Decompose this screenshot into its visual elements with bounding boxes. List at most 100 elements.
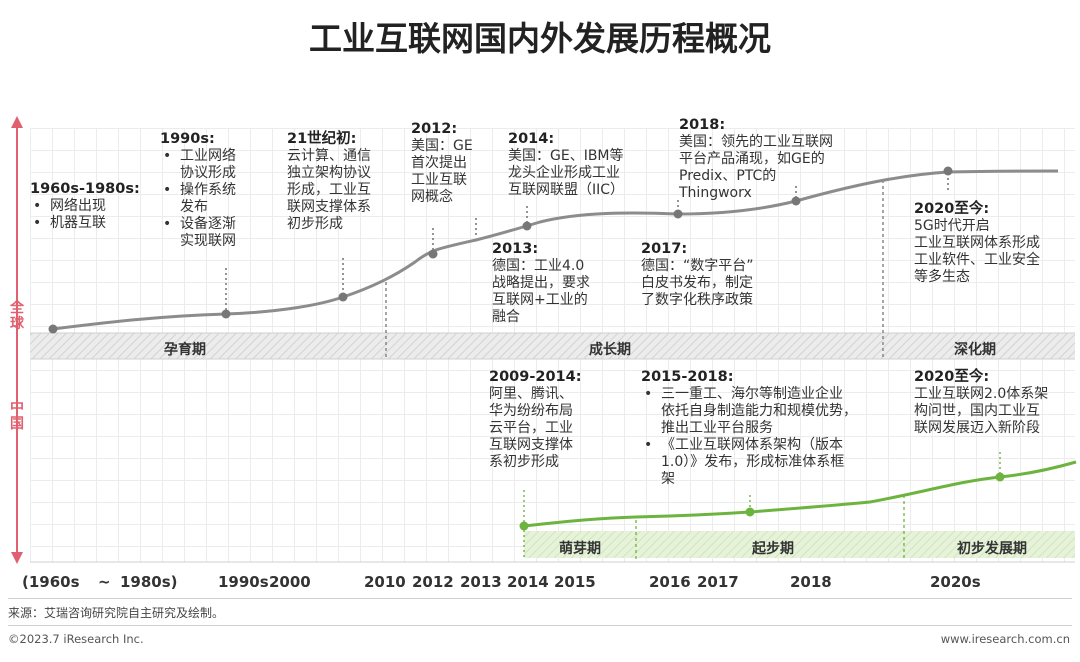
annotation-line: 协议形成 xyxy=(160,165,236,182)
annotation-heading: 2020至今: xyxy=(914,201,990,217)
annotation-line: 实现联网 xyxy=(160,233,236,250)
annotation-line: 美国：领先的工业互联网 xyxy=(679,134,833,150)
annotation-line-text: 实现联网 xyxy=(180,233,236,249)
x-axis-label: 2018 xyxy=(790,573,832,591)
global-band-bar xyxy=(30,333,1075,359)
annotation-line: 5G时代开启 xyxy=(914,218,990,234)
annotation-line: 云平台，工业 xyxy=(489,420,573,436)
annotation-line: 了数字化秩序政策 xyxy=(641,292,753,308)
copyright: ©2023.7 iResearch Inc. xyxy=(8,632,144,646)
annotation-bullet: 设备逐渐 xyxy=(160,216,236,233)
band-label-global-growth: 成长期 xyxy=(589,342,631,358)
annotation-bullet: 操作系统 xyxy=(160,182,236,199)
annotation-line: 互联网支撑体 xyxy=(489,437,573,453)
annotation-line: 战略提出，要求 xyxy=(492,275,590,291)
annotation-line: 依托自身制造能力和规模优势， xyxy=(641,403,857,420)
annotation-line: 互联网联盟（IIC） xyxy=(508,182,625,198)
annotation-line-text: 1.0）》发布，形成标准体系框 xyxy=(661,454,845,470)
annotation-heading: 2020至今: xyxy=(914,369,990,385)
x-axis-label: 2015 xyxy=(554,573,596,591)
annotation-bullet: 三一重工、海尔等制造业企业 xyxy=(641,386,857,403)
annotation-line: 互联网+工业的 xyxy=(492,292,588,308)
website-link[interactable]: www.iresearch.com.cn xyxy=(940,632,1070,646)
band-label-china-early-development: 初步发展期 xyxy=(957,541,1027,557)
annotation-line: 网概念 xyxy=(411,189,453,205)
annotation-line: 工业软件、工业安全 xyxy=(914,252,1040,268)
annotation-line: 构问世，国内工业互 xyxy=(914,403,1040,419)
x-axis-label: 2000 xyxy=(269,573,311,591)
annotation-china-2009-2014: 2009-2014: 阿里、腾讯、 华为纷纷布局 云平台，工业 互联网支撑体 系… xyxy=(489,369,582,471)
china-band-bar xyxy=(524,531,1075,558)
annotation-1990s: 1990s: 工业网络 协议形成 操作系统 发布 设备逐渐 实现联网 xyxy=(160,131,236,250)
x-axis-label: 2020s xyxy=(930,573,981,591)
annotation-line-text: 推出工业平台服务 xyxy=(661,420,773,436)
annotation-line: 系初步形成 xyxy=(489,454,559,470)
annotation-line: 首次提出 xyxy=(411,155,467,171)
band-label-china-start: 起步期 xyxy=(752,541,794,557)
annotation-bullet: 《工业互联网体系架构（版本 xyxy=(641,437,857,454)
x-axis-label: 2014 xyxy=(507,573,549,591)
annotation-2014: 2014: 美国：GE、IBM等 龙头企业形成工业 互联网联盟（IIC） xyxy=(508,131,624,199)
annotation-heading: 2009-2014: xyxy=(489,369,582,385)
annotation-line: 架 xyxy=(641,471,857,488)
annotation-heading: 1960s-1980s: xyxy=(30,181,140,197)
annotation-line: 龙头企业形成工业 xyxy=(508,165,620,181)
page-title: 工业互联网国内外发展历程概况 xyxy=(309,19,771,58)
annotation-line: 推出工业平台服务 xyxy=(641,420,857,437)
annotation-line: 形成，工业互 xyxy=(287,182,371,198)
annotation-2018: 2018: 美国：领先的工业互联网 平台产品涌现，如GE的 Predix、PTC… xyxy=(679,117,833,202)
annotation-line: 德国：“数字平台” xyxy=(641,258,754,274)
annotation-china-2020: 2020至今: 工业互联网2.0体系架 构问世，国内工业互 联网发展迈入新阶段 xyxy=(914,369,1048,437)
annotation-1960s-1980s: 1960s-1980s: 网络出现 机器互联 xyxy=(30,181,140,232)
annotation-heading: 2018: xyxy=(679,117,726,133)
annotation-bullet: 工业网络 xyxy=(160,148,236,165)
footer-divider xyxy=(8,598,1072,599)
annotation-line-text: 依托自身制造能力和规模优势， xyxy=(661,403,857,419)
annotation-bullet: 机器互联 xyxy=(30,215,140,232)
annotation-line: 1.0）》发布，形成标准体系框 xyxy=(641,454,857,471)
annotation-line: 华为纷纷布局 xyxy=(489,403,573,419)
annotation-bullet: 网络出现 xyxy=(30,198,140,215)
annotation-line: 工业互联网2.0体系架 xyxy=(914,386,1049,402)
annotation-2017: 2017: 德国：“数字平台” 白皮书发布，制定 了数字化秩序政策 xyxy=(641,241,754,309)
annotation-china-2015-2018: 2015-2018: 三一重工、海尔等制造业企业 依托自身制造能力和规模优势， … xyxy=(641,369,857,488)
china-milestone-points xyxy=(519,472,1005,531)
annotation-line: 发布 xyxy=(160,199,236,216)
x-axis-label: 2010 xyxy=(364,573,406,591)
annotation-line: 德国：工业4.0 xyxy=(492,258,585,274)
annotation-line: Predix、PTC的 xyxy=(679,168,777,184)
annotation-heading: 2017: xyxy=(641,241,688,257)
annotation-2012: 2012: 美国：GE 首次提出 工业互联 网概念 xyxy=(411,121,473,206)
source-note: 来源：艾瑞咨询研究院自主研究及绘制。 xyxy=(8,606,225,620)
x-axis-label: 1990s xyxy=(218,573,269,591)
annotation-2013: 2013: 德国：工业4.0 战略提出，要求 互联网+工业的 融合 xyxy=(492,241,590,326)
global-milestone-points xyxy=(48,166,953,334)
annotation-heading: 21世纪初: xyxy=(287,131,357,147)
annotation-line: 云计算、通信 xyxy=(287,148,371,164)
annotation-line-text: 架 xyxy=(661,471,675,487)
annotation-line: 联网发展迈入新阶段 xyxy=(914,420,1040,436)
annotation-line: 初步形成 xyxy=(287,216,343,232)
vertical-axis-arrow xyxy=(11,116,23,564)
annotation-line: 独立架构协议 xyxy=(287,165,371,181)
annotation-heading: 1990s: xyxy=(160,131,215,147)
annotation-line: 等多生态 xyxy=(914,269,970,285)
x-axis-label: 2012 xyxy=(412,573,454,591)
x-axis-label: 1980s) xyxy=(120,573,178,591)
annotation-line-text: 协议形成 xyxy=(180,165,236,181)
x-axis-label: (1960s xyxy=(22,573,80,591)
x-axis-label: 2013 xyxy=(460,573,502,591)
annotation-21st-century: 21世纪初: 云计算、通信 独立架构协议 形成，工业互 联网支撑体系 初步形成 xyxy=(287,131,371,233)
x-axis-label: 2017 xyxy=(697,573,739,591)
china-side-label: 中国 xyxy=(10,400,24,432)
annotation-line: 工业互联 xyxy=(411,172,467,188)
annotation-heading: 2012: xyxy=(411,121,458,137)
annotation-line: 联网支撑体系 xyxy=(287,199,371,215)
annotation-line: 融合 xyxy=(492,309,520,325)
annotation-heading: 2015-2018: xyxy=(641,369,734,385)
annotation-line: 白皮书发布，制定 xyxy=(641,275,753,291)
annotation-line-text: 发布 xyxy=(180,199,208,215)
x-axis-label: ~ xyxy=(98,573,111,591)
footer-divider xyxy=(8,625,1072,626)
annotation-line: 美国：GE xyxy=(411,138,473,154)
